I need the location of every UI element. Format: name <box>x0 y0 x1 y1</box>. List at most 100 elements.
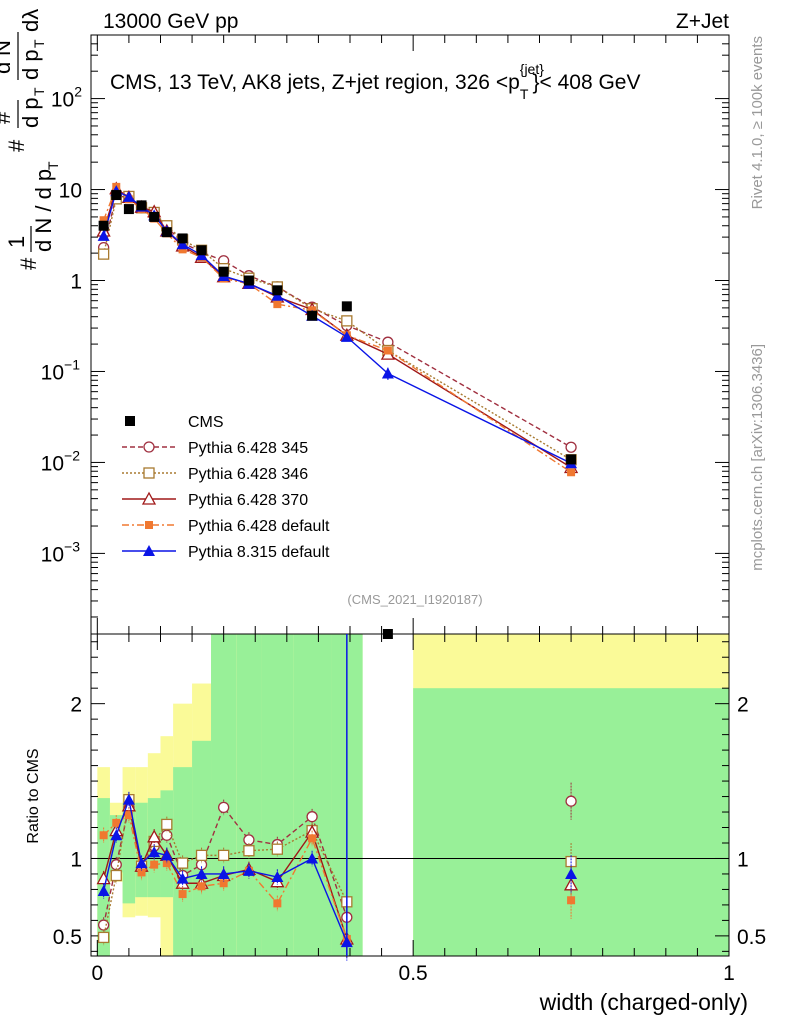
ratio-1-point <box>195 849 208 862</box>
cms-data-point <box>382 629 393 639</box>
svg-text:T: T <box>45 161 61 170</box>
cms-data-point <box>566 454 577 465</box>
series-1-point <box>341 315 353 327</box>
ratio-1-point <box>218 849 230 862</box>
plot-frames <box>90 34 730 957</box>
legend-marker-3 <box>145 521 153 529</box>
ratio-4-point <box>97 884 110 896</box>
series-4-point <box>97 229 110 241</box>
legend-label-3: Pythia 6.428 default <box>188 518 330 535</box>
ratio-tick-label-left: 0.5 <box>53 926 82 949</box>
svg-text:d p: d p <box>18 97 43 128</box>
svg-text:d p: d p <box>18 49 43 80</box>
legend-marker-4 <box>143 545 155 556</box>
ratio-3-point <box>308 834 317 843</box>
ratio-0-point <box>218 801 230 814</box>
legend-marker-1 <box>143 467 155 479</box>
ratio-1-point <box>110 869 122 882</box>
ratio-4-point <box>271 871 284 883</box>
svg-text:T: T <box>31 39 47 48</box>
ratio-1-point <box>243 845 255 857</box>
inner-band-8 <box>211 634 237 956</box>
legend-label-2: Pythia 6.428 370 <box>188 492 308 509</box>
y-tick-label: 10−3 <box>41 538 81 566</box>
ratio-4-point <box>148 846 161 858</box>
ratio-3-point <box>219 879 228 888</box>
series-3-point <box>178 245 187 254</box>
series-line-4 <box>102 190 572 464</box>
inner-band-13 <box>413 688 729 956</box>
ratio-4-point <box>135 857 148 869</box>
ratio-3-point <box>124 811 133 820</box>
ratio-3-point <box>197 882 206 891</box>
cms-data-point <box>307 310 318 321</box>
cms-data-point <box>98 220 109 231</box>
cms-data-point <box>243 275 254 286</box>
ratio-4-point <box>217 867 230 879</box>
legend-label-0: Pythia 6.428 345 <box>188 440 308 457</box>
ratio-4-point <box>110 829 123 841</box>
cms-data-point <box>218 266 229 277</box>
ratio-1-point <box>176 857 189 869</box>
legend-label-cms: CMS <box>188 414 224 431</box>
ratio-uncertainty-bands <box>91 634 729 956</box>
ratio-3-point <box>178 890 187 899</box>
cms-data-point <box>341 301 352 312</box>
series-4-point <box>122 190 135 202</box>
svg-text:#: # <box>0 111 15 124</box>
ratio-3-point <box>567 896 576 905</box>
y-tick-label: 1 <box>70 271 82 294</box>
svg-text:d: d <box>0 62 15 74</box>
series-line-0 <box>102 195 572 448</box>
ratio-1-point <box>97 931 110 944</box>
ratio-y-ticks: 0.5 0.5 1 1 2 2 <box>53 641 766 952</box>
cms-data-point <box>272 285 283 296</box>
ratio-4-point <box>176 872 189 884</box>
series-0-point <box>565 441 577 453</box>
series-3-point <box>99 216 108 225</box>
svg-text:1: 1 <box>4 236 29 248</box>
svg-text:#: # <box>16 257 41 270</box>
ratio-3-point <box>112 818 121 827</box>
inner-band-5 <box>160 790 174 898</box>
ratio-3-point <box>150 860 159 869</box>
svg-text:2: 2 <box>0 55 1 63</box>
y-tick-label: 10−1 <box>41 356 81 384</box>
ratio-2-point <box>147 829 162 843</box>
cms-data-point <box>136 200 147 211</box>
header-process: Z+Jet <box>676 10 729 33</box>
ratio-0-point <box>306 811 318 823</box>
main-panel-series <box>96 181 579 639</box>
main-y-label: # 1 d N / d p T # # d p T d 2 N d p T dλ <box>0 9 61 270</box>
plot-title: CMS, 13 TeV, AK8 jets, Z+jet region, 326… <box>110 61 640 102</box>
ratio-panel-frame <box>90 633 730 957</box>
ratio-0-point <box>565 795 577 807</box>
inner-band-11 <box>293 634 332 956</box>
ratio-tick-label-left: 1 <box>70 848 82 871</box>
ratio-tick-label-right: 1 <box>737 848 749 871</box>
rivet-label: Rivet 4.1.0, ≥ 100k events <box>749 36 766 209</box>
legend: CMS Pythia 6.428 345 Pythia 6.428 346 Pythi… <box>122 414 330 561</box>
inner-band-9 <box>236 634 262 956</box>
ratio-4-point <box>195 867 208 879</box>
y-tick-label: 10 <box>59 180 82 203</box>
ratio-4-point <box>306 852 319 864</box>
legend-marker-cms <box>125 416 135 426</box>
series-line-3 <box>102 185 572 473</box>
ratio-4-point <box>122 793 135 805</box>
ratio-3-point <box>99 831 108 840</box>
x-tick-label: 0 <box>91 962 103 985</box>
mcplots-label: mcplots.cern.ch [arXiv:1306.3436] <box>749 344 766 571</box>
ratio-1-point <box>271 843 283 855</box>
ratio-tick-label-right: 0.5 <box>737 926 766 949</box>
y-tick-label: 10−2 <box>41 447 81 475</box>
ratio-1-point <box>161 818 173 831</box>
series-4-point <box>340 330 353 342</box>
ratio-tick-label-right: 2 <box>737 694 749 717</box>
ratio-4-point <box>565 867 578 879</box>
cms-data-point <box>161 227 172 238</box>
series-1-point <box>97 248 110 260</box>
legend-label-1: Pythia 6.428 346 <box>188 466 308 483</box>
main-y-ticks: 10−3 10−2 10−1 1 10 102 <box>41 34 729 618</box>
cms-data-point <box>149 211 160 222</box>
